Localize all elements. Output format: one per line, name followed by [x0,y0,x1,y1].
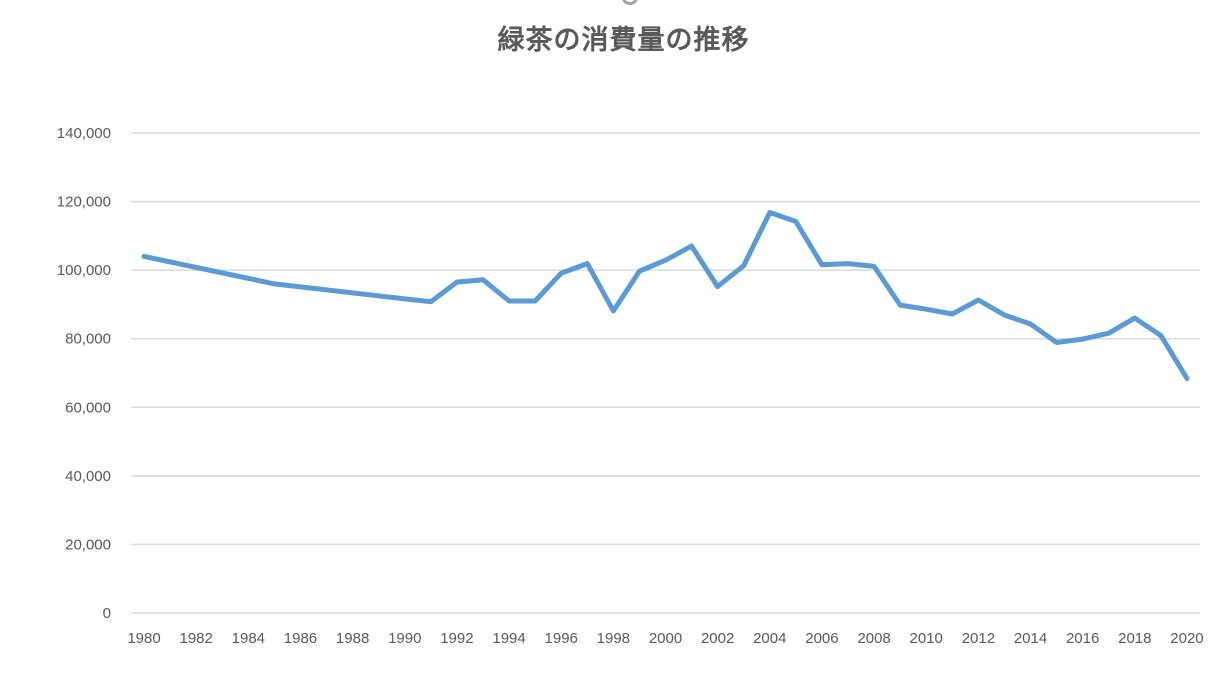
chart-title: 緑茶の消費量の推移 [497,25,750,56]
x-tick-label: 1990 [388,630,421,647]
x-tick-label: 2010 [910,630,943,647]
y-tick-label: 0 [103,605,111,622]
x-tick-label: 1992 [440,630,473,647]
x-axis-tick-labels: 1980 1982 1984 1986 1988 1990 1992 1994 1996 1998… [127,630,1203,647]
x-tick-label: 2002 [701,630,734,647]
x-tick-label: 2008 [857,630,890,647]
y-tick-label: 20,000 [65,536,111,553]
data-series [141,210,1190,381]
series-line [141,210,1190,381]
x-tick-label: 2006 [805,630,838,647]
x-tick-label: 2018 [1118,630,1151,647]
y-tick-label: 40,000 [65,468,111,485]
y-axis-tick-labels: 0 20,000 40,000 60,000 80,000 100,000 120,000 1… [57,125,111,622]
x-tick-label: 2020 [1170,630,1203,647]
y-tick-label: 100,000 [57,262,111,279]
x-tick-label: 1998 [597,630,630,647]
y-tick-label: 140,000 [57,125,111,142]
x-tick-label: 2004 [753,630,786,647]
gridlines [131,132,1200,614]
x-tick-label: 1984 [232,630,265,647]
y-tick-label: 80,000 [65,331,111,348]
x-tick-label: 2000 [649,630,682,647]
x-tick-label: 2014 [1014,630,1047,647]
y-tick-label: 60,000 [65,399,111,416]
x-tick-label: 1988 [336,630,369,647]
x-tick-label: 1980 [127,630,160,647]
x-tick-label: 1986 [284,630,317,647]
x-tick-label: 1994 [492,630,525,647]
x-tick-label: 2016 [1066,630,1099,647]
y-tick-label: 120,000 [57,194,111,211]
x-tick-label: 1996 [545,630,578,647]
x-tick-label: 2012 [962,630,995,647]
x-tick-label: 1982 [179,630,212,647]
